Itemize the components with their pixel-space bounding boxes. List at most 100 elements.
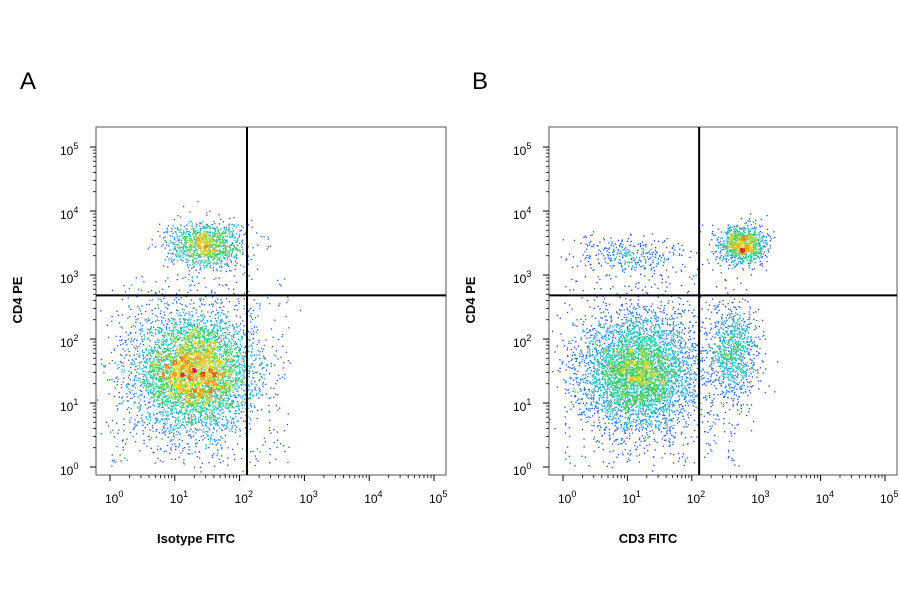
- event-dot: [231, 400, 233, 403]
- event-dot: [175, 355, 178, 357]
- event-dot: [192, 260, 194, 263]
- event-dot: [174, 407, 176, 409]
- event-dot: [213, 240, 215, 243]
- event-dot: [227, 252, 229, 255]
- event-dot: [227, 263, 229, 265]
- event-dot: [245, 394, 247, 397]
- event-dot: [206, 214, 208, 216]
- event-dot: [129, 316, 131, 318]
- event-dot: [185, 405, 187, 407]
- event-dot: [192, 245, 195, 248]
- event-dot: [220, 395, 222, 397]
- event-dot: [234, 397, 236, 399]
- event-dot: [260, 364, 262, 366]
- event-dot: [218, 234, 221, 237]
- event-dot: [148, 382, 150, 385]
- event-dot: [169, 249, 171, 251]
- event-dot: [126, 459, 128, 461]
- event-dot: [144, 422, 146, 424]
- event-dot: [188, 331, 190, 333]
- event-dot: [194, 422, 196, 424]
- event-dot: [206, 435, 208, 437]
- event-dot: [205, 416, 207, 418]
- event-dot: [215, 314, 217, 316]
- event-dot: [186, 407, 188, 409]
- event-dot: [224, 434, 227, 436]
- event-dot: [235, 248, 237, 251]
- event-dot: [249, 461, 251, 463]
- event-dot: [253, 372, 255, 374]
- event-dot: [200, 262, 202, 264]
- event-dot: [176, 427, 179, 429]
- event-dot: [160, 386, 162, 389]
- event-dot: [214, 317, 217, 320]
- event-dot: [151, 299, 154, 301]
- event-dot: [238, 355, 240, 357]
- event-dot: [183, 225, 185, 228]
- event-dot: [158, 330, 160, 332]
- event-dot: [203, 337, 205, 339]
- event-dot: [231, 361, 234, 363]
- event-dot: [157, 347, 159, 349]
- event-dot: [216, 228, 219, 230]
- event-dot: [185, 261, 187, 264]
- event-dot: [167, 350, 170, 352]
- event-dot: [118, 403, 121, 405]
- event-dot: [159, 391, 161, 393]
- event-dot: [119, 335, 122, 338]
- event-dot: [160, 391, 162, 393]
- event-dot: [173, 248, 176, 250]
- event-dot: [127, 348, 129, 350]
- event-dot: [189, 338, 191, 341]
- event-dot: [249, 394, 251, 396]
- event-dot: [241, 357, 243, 359]
- event-dot: [186, 236, 188, 238]
- event-dot: [175, 402, 177, 404]
- event-dot: [209, 337, 211, 340]
- event-dot: [214, 332, 217, 334]
- event-dot: [223, 425, 225, 427]
- event-dot: [175, 301, 178, 303]
- event-dot: [217, 238, 219, 240]
- event-dot: [228, 354, 230, 356]
- event-dot: [234, 363, 237, 365]
- event-dot: [224, 406, 227, 408]
- event-dot: [173, 432, 175, 434]
- event-dot: [190, 319, 192, 321]
- event-dot: [177, 401, 179, 404]
- event-dot: [148, 391, 150, 394]
- event-dot: [229, 390, 231, 392]
- event-dot: [137, 350, 139, 352]
- event-dot: [144, 427, 146, 429]
- event-dot: [134, 376, 136, 378]
- event-dot: [169, 329, 171, 331]
- event-dot: [284, 450, 286, 453]
- event-dot: [251, 411, 254, 413]
- event-dot: [124, 350, 126, 352]
- event-dot: [263, 344, 265, 347]
- event-dot: [129, 419, 131, 421]
- event-dot: [201, 354, 203, 356]
- event-dot: [242, 251, 244, 254]
- event-dot: [144, 404, 146, 406]
- event-dot: [219, 396, 221, 398]
- event-dot: [221, 368, 223, 370]
- event-dot: [197, 335, 199, 337]
- event-dot: [245, 393, 247, 395]
- event-dot: [207, 253, 209, 255]
- event-dot: [226, 235, 228, 237]
- event-dot: [208, 402, 210, 404]
- event-dot: [186, 306, 188, 308]
- event-dot: [116, 405, 118, 407]
- event-dot: [209, 437, 212, 439]
- event-dot: [193, 265, 195, 267]
- event-dot: [233, 342, 236, 344]
- event-dot: [161, 406, 163, 408]
- event-dot: [178, 256, 181, 258]
- event-dot: [229, 233, 231, 236]
- event-dot: [218, 350, 220, 352]
- event-dot: [274, 319, 276, 321]
- event-dot: [250, 333, 253, 335]
- event-dot: [232, 242, 234, 245]
- event-dot: [178, 446, 180, 448]
